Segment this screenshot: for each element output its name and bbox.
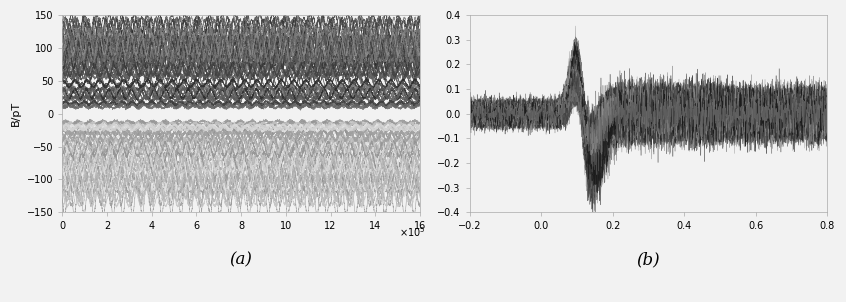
Text: $\times 10^5$: $\times 10^5$	[399, 226, 426, 239]
Text: (b): (b)	[637, 252, 660, 269]
Text: (a): (a)	[229, 252, 253, 269]
Y-axis label: B/pT: B/pT	[11, 101, 21, 126]
